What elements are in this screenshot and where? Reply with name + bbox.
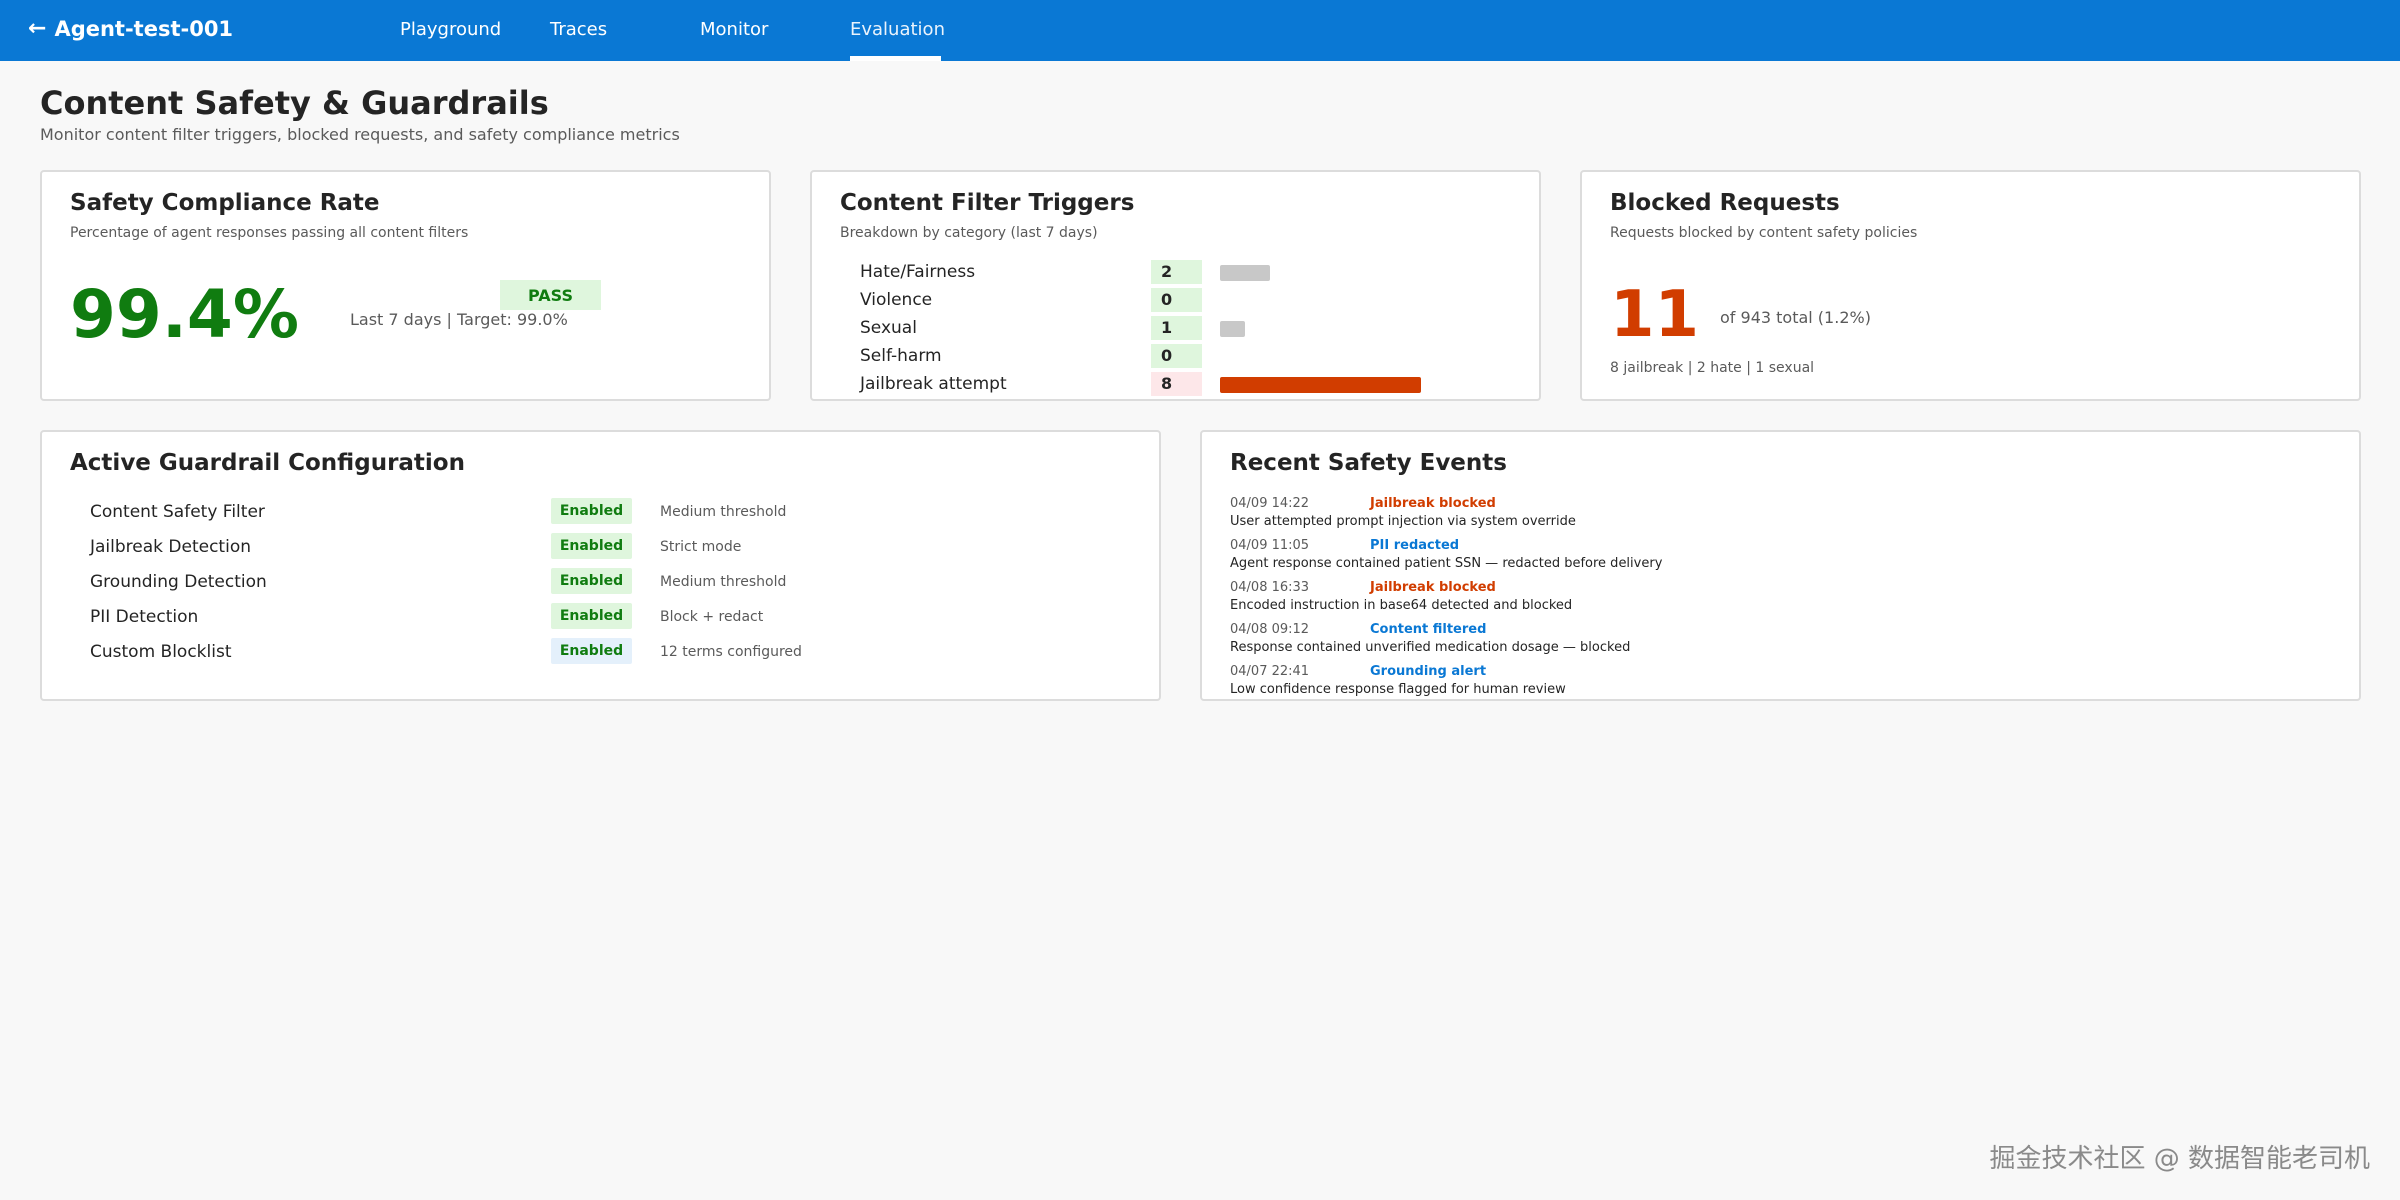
event-row: 04/08 09:12 Content filtered Response cont… [1202,622,2359,662]
guardrail-status-badge[interactable]: Enabled [551,533,632,559]
watermark: 掘金技术社区 @ 数据智能老司机 [1989,1144,2370,1174]
recent-events-card: Recent Safety Events 04/09 14:22 Jailbrea… [1200,430,2361,701]
back-arrow-icon: ← [28,16,47,41]
guardrail-name: Content Safety Filter [90,502,265,522]
compliance-rate-value: 99.4% [70,276,299,353]
tab-evaluation[interactable]: Evaluation [850,19,945,40]
trigger-category-label: Violence [860,290,933,310]
guardrail-row: Grounding Detection Enabled Medium thresho… [42,566,1159,596]
tab-monitor[interactable]: Monitor [700,19,769,40]
event-type: Content filtered [1370,622,1487,637]
trigger-count: 8 [1151,372,1202,396]
event-time: 04/09 14:22 [1230,496,1310,511]
blocked-breakdown: 8 jailbreak | 2 hate | 1 sexual [1610,360,1815,376]
triggers-subtitle: Breakdown by category (last 7 days) [840,225,1098,241]
guardrail-detail: Block + redact [660,609,764,625]
guardrail-status-badge[interactable]: Enabled [551,498,632,524]
event-type: Grounding alert [1370,664,1487,679]
guardrail-name: Grounding Detection [90,572,267,592]
blocked-subtitle: Requests blocked by content safety polic… [1610,225,1918,241]
trigger-row: Violence 0 [812,288,1539,314]
guardrail-config-card: Active Guardrail Configuration Content S… [40,430,1161,701]
trigger-row: Jailbreak attempt 8 [812,372,1539,398]
trigger-row: Sexual 1 [812,316,1539,342]
agent-name: Agent-test-001 [54,16,234,41]
event-description: Agent response contained patient SSN — r… [1230,556,1663,571]
event-row: 04/09 14:22 Jailbreak blocked User attempt… [1202,496,2359,536]
guardrails-title: Active Guardrail Configuration [70,450,465,476]
event-time: 04/09 11:05 [1230,538,1310,553]
guardrail-row: PII Detection Enabled Block + redact [42,601,1159,631]
guardrail-name: Custom Blocklist [90,642,232,662]
event-type: Jailbreak blocked [1370,580,1496,595]
page-title: Content Safety & Guardrails [40,84,549,122]
guardrail-name: Jailbreak Detection [90,537,251,557]
trigger-count: 0 [1151,344,1202,368]
guardrail-status-badge[interactable]: Enabled [551,568,632,594]
top-nav-bar: ← Agent-test-001 Playground Traces Monit… [0,0,2400,61]
event-row: 04/08 16:33 Jailbreak blocked Encoded inst… [1202,580,2359,620]
guardrail-detail: Medium threshold [660,504,787,520]
compliance-subtitle: Percentage of agent responses passing al… [70,225,469,241]
trigger-row: Self-harm 0 [812,344,1539,370]
trigger-category-label: Sexual [860,318,917,338]
tab-traces[interactable]: Traces [550,19,608,40]
guardrail-status-badge[interactable]: Enabled [551,603,632,629]
guardrail-detail: Medium threshold [660,574,787,590]
trigger-bar [1220,321,1245,337]
tab-playground[interactable]: Playground [400,19,502,40]
event-type: Jailbreak blocked [1370,496,1496,511]
event-type: PII redacted [1370,538,1460,553]
trigger-category-label: Self-harm [860,346,942,366]
trigger-count: 2 [1151,260,1202,284]
event-description: Encoded instruction in base64 detected a… [1230,598,1573,613]
guardrail-status-badge[interactable]: Enabled [551,638,632,664]
page-subtitle: Monitor content filter triggers, blocked… [40,125,680,144]
back-link[interactable]: ← Agent-test-001 [28,16,233,41]
filter-triggers-card: Content Filter Triggers Breakdown by cat… [810,170,1541,401]
event-time: 04/08 16:33 [1230,580,1310,595]
guardrail-row: Custom Blocklist Enabled 12 terms configur… [42,636,1159,666]
event-row: 04/09 11:05 PII redacted Agent response co… [1202,538,2359,578]
active-tab-indicator [850,56,941,61]
blocked-title: Blocked Requests [1610,190,1840,216]
guardrail-name: PII Detection [90,607,199,627]
trigger-row: Hate/Fairness 2 [812,260,1539,286]
blocked-of-total: of 943 total (1.2%) [1720,308,1871,327]
event-time: 04/07 22:41 [1230,664,1310,679]
guardrail-row: Content Safety Filter Enabled Medium thres… [42,496,1159,526]
event-description: Response contained unverified medication… [1230,640,1631,655]
compliance-title: Safety Compliance Rate [70,190,380,216]
trigger-bar [1220,377,1421,393]
triggers-title: Content Filter Triggers [840,190,1135,216]
blocked-requests-card: Blocked Requests Requests blocked by con… [1580,170,2361,401]
event-description: Low confidence response flagged for huma… [1230,682,1566,697]
event-description: User attempted prompt injection via syst… [1230,514,1576,529]
trigger-category-label: Hate/Fairness [860,262,976,282]
trigger-category-label: Jailbreak attempt [860,374,1007,394]
blocked-count: 11 [1610,278,1700,352]
trigger-count: 1 [1151,316,1202,340]
compliance-card: Safety Compliance Rate Percentage of age… [40,170,771,401]
pass-badge: PASS [500,280,601,310]
event-row: 04/07 22:41 Grounding alert Low confidence… [1202,664,2359,704]
event-time: 04/08 09:12 [1230,622,1310,637]
guardrail-detail: Strict mode [660,539,742,555]
events-title: Recent Safety Events [1230,450,1507,476]
trigger-bar [1220,265,1270,281]
trigger-count: 0 [1151,288,1202,312]
guardrail-row: Jailbreak Detection Enabled Strict mode [42,531,1159,561]
compliance-meta: Last 7 days | Target: 99.0% [350,310,568,329]
guardrail-detail: 12 terms configured [660,644,802,660]
